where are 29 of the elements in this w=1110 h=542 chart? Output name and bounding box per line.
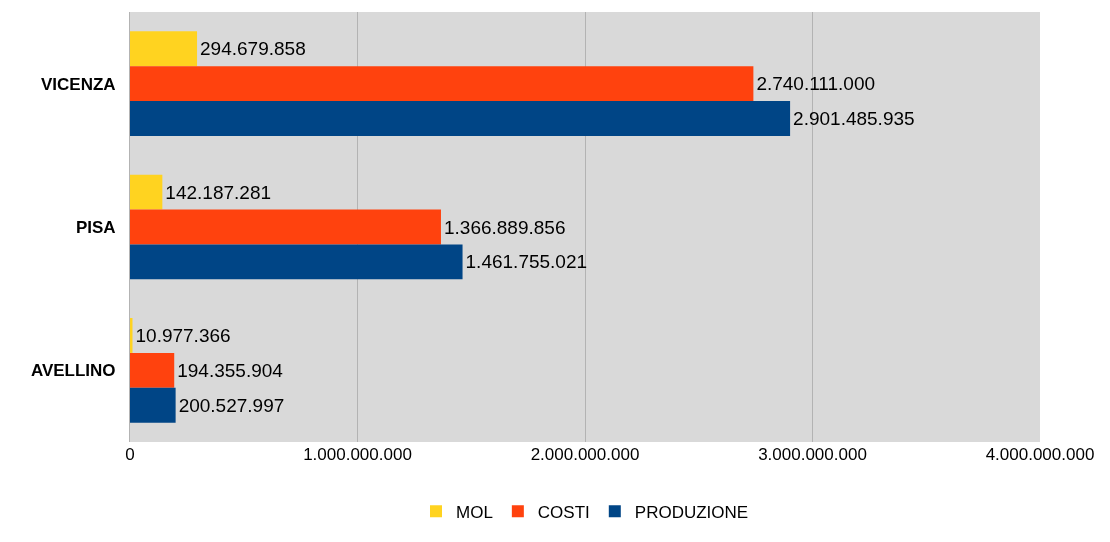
bar (130, 209, 441, 245)
data-label: 2.901.485.935 (793, 108, 915, 130)
x-tick-label: 4.000.000.000 (985, 445, 1095, 464)
data-label: 294.679.858 (200, 38, 306, 60)
bar (130, 101, 791, 136)
x-tick-label: 2.000.000.000 (530, 445, 640, 464)
data-label: 200.527.997 (178, 394, 285, 416)
data-label: 10.977.366 (135, 324, 231, 346)
bar (130, 174, 163, 210)
data-label: 142.187.281 (165, 181, 272, 203)
bar (130, 387, 176, 423)
legend-label: PRODUZIONE (634, 502, 749, 522)
bar (130, 352, 175, 388)
y-tick-label: VICENZA (40, 74, 116, 94)
y-tick-label: PISA (75, 217, 116, 237)
x-tick-label: 3.000.000.000 (758, 445, 867, 464)
data-label: 2.740.111.000 (756, 73, 876, 95)
bar (130, 244, 463, 280)
data-label: 194.355.904 (177, 359, 284, 381)
bar (130, 66, 754, 102)
data-label: 1.461.755.021 (465, 251, 588, 273)
legend-label: COSTI (537, 502, 590, 522)
data-label: 1.366.889.856 (443, 216, 566, 238)
y-tick-label: AVELLINO (30, 361, 116, 381)
x-tick-label: 0 (125, 445, 135, 464)
legend-label: MOL (456, 502, 493, 522)
x-tick-label: 1.000.000.000 (303, 445, 412, 464)
bar (130, 318, 133, 353)
bar (130, 31, 198, 67)
